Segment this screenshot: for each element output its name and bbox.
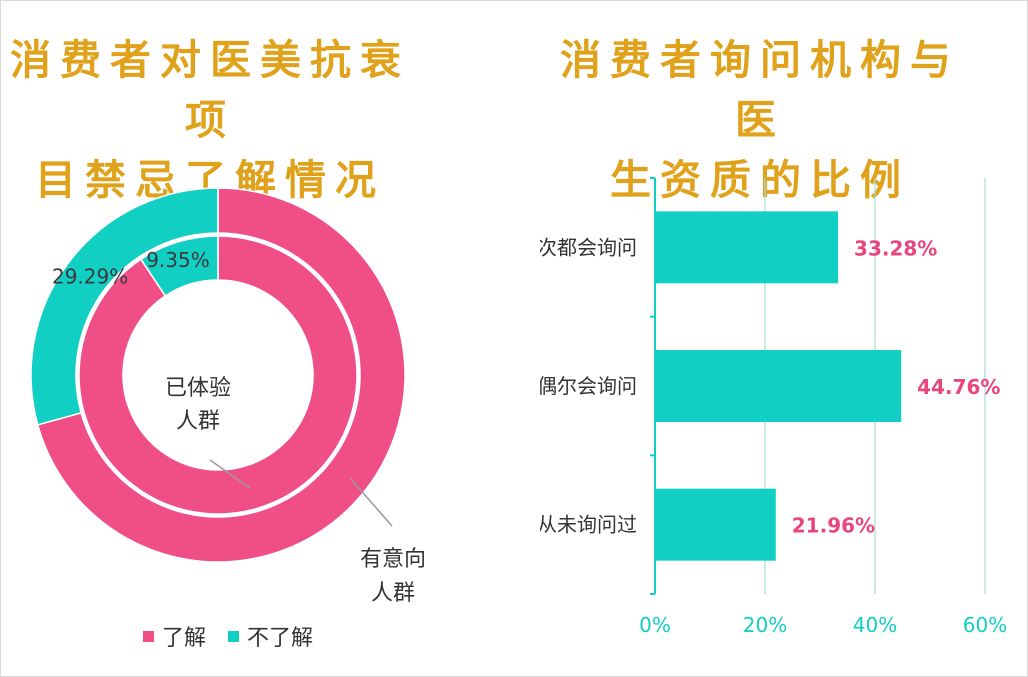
outer-callout-leader	[349, 477, 393, 527]
bar-x-tick-0: 0%	[639, 613, 671, 637]
bar-y-axis	[650, 177, 656, 595]
bar-x-tick-1: 20%	[743, 613, 787, 637]
bar-labels: 0% 20% 40% 60% 每次都会询问 33.28% 偶尔会询问 44.76% 从未询问过 2…	[540, 235, 1007, 637]
bar-value-label-2: 21.96%	[792, 514, 875, 538]
outer-callout-line-1: 有意向	[360, 547, 426, 572]
bar-1	[655, 350, 902, 422]
bar-value-label-0: 33.28%	[854, 236, 937, 260]
donut-chart: 29.29% 9.35% 已体验 人群 有意向 人群	[30, 187, 426, 606]
legend-swatch-teal	[228, 630, 240, 642]
bar-series	[655, 211, 902, 561]
inner-callout-line-2: 人群	[176, 409, 220, 434]
right-title-line-2: 生资质的比例	[610, 156, 910, 204]
legend-label-not-understand: 不了解	[247, 626, 314, 651]
bar-2	[655, 488, 776, 561]
donut-inner-slice-1	[139, 235, 219, 297]
bar-0	[655, 211, 839, 284]
donut-rings	[30, 187, 406, 563]
bar-category-label-1: 偶尔会询问	[540, 374, 637, 398]
left-chart-title: 消费者对医美抗衰项 目禁忌了解情况	[10, 30, 410, 210]
donut-inner-label-1: 9.35%	[146, 248, 210, 272]
right-chart-title: 消费者询问机构与医 生资质的比例	[560, 30, 960, 210]
bar-chart: 0% 20% 40% 60% 每次都会询问 33.28% 偶尔会询问 44.76% 从未询问过 2…	[540, 177, 1007, 637]
legend-label-understand: 了解	[162, 626, 207, 651]
inner-callout-line-1: 已体验	[165, 376, 231, 401]
donut-inner-slice-0	[78, 235, 358, 515]
inner-callout-leader	[209, 459, 251, 489]
bar-value-label-1: 44.76%	[917, 375, 1000, 399]
donut-outer-label-1: 29.29%	[52, 264, 128, 288]
outer-callout-line-2: 人群	[371, 581, 415, 606]
bar-x-tick-2: 40%	[853, 613, 897, 637]
bar-category-label-0: 每次都会询问	[540, 235, 637, 259]
donut-outer-slice-0	[36, 187, 406, 563]
right-title-line-1: 消费者询问机构与医	[560, 36, 960, 144]
left-title-line-1: 消费者对医美抗衰项	[10, 36, 410, 144]
donut-legend: 了解 不了解	[143, 620, 313, 652]
legend-swatch-pink	[143, 630, 154, 642]
bar-category-label-2: 从未询问过	[540, 513, 637, 537]
bar-x-tick-3: 60%	[963, 613, 1007, 637]
legend-item-not-understand: 不了解	[228, 620, 313, 652]
donut-labels: 29.29% 9.35%	[52, 248, 210, 288]
legend-item-understand: 了解	[143, 620, 206, 652]
donut-outer-slice-1	[30, 187, 219, 426]
